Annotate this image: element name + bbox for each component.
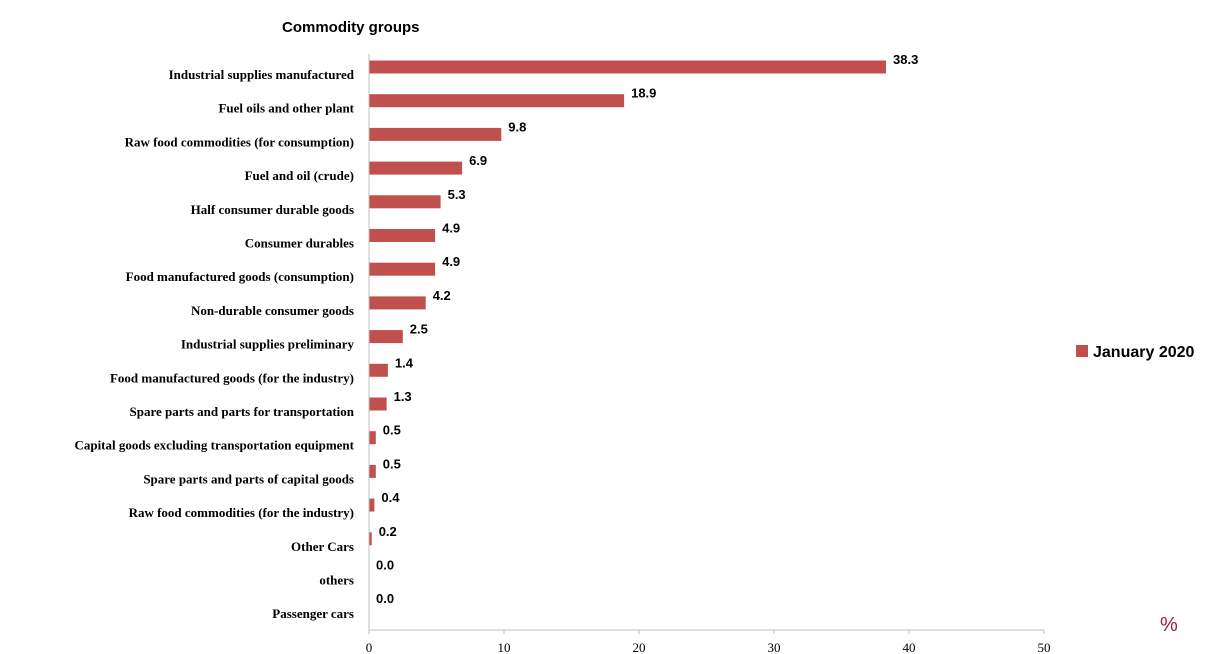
bar bbox=[369, 127, 502, 141]
data-label: 1.3 bbox=[394, 389, 412, 404]
bar bbox=[369, 363, 388, 377]
data-labels-layer: 38.3 18.9 9.8 6.9 5.3 4.9 4.9 4.2 2.5 1.4 1.3 0.5 0.… bbox=[376, 52, 918, 606]
bar bbox=[369, 229, 436, 242]
bar bbox=[369, 94, 625, 108]
category-label: Non-durable consumer goods bbox=[191, 303, 354, 318]
bar bbox=[369, 60, 886, 74]
bars-layer bbox=[369, 60, 886, 546]
category-label: Raw food commodities (for consumption) bbox=[125, 134, 354, 149]
bar bbox=[369, 397, 387, 411]
category-label: Other Cars bbox=[291, 539, 354, 554]
legend-label: January 2020 bbox=[1093, 344, 1195, 361]
data-label: 4.9 bbox=[442, 254, 460, 269]
category-label: Half consumer durable goods bbox=[191, 202, 354, 217]
data-label: 0.5 bbox=[383, 423, 401, 438]
legend-swatch bbox=[1076, 345, 1088, 357]
data-label: 1.4 bbox=[395, 355, 414, 370]
data-label: 38.3 bbox=[893, 52, 918, 67]
x-axis-unit-label: % bbox=[1160, 614, 1178, 636]
data-label: 0.0 bbox=[376, 591, 394, 606]
x-tick-label: 10 bbox=[498, 640, 511, 654]
x-tick-label: 50 bbox=[1038, 640, 1051, 654]
category-label: Spare parts and parts of capital goods bbox=[143, 471, 354, 486]
category-label: Food manufactured goods (consumption) bbox=[126, 269, 354, 284]
category-label: Capital goods excluding transportation e… bbox=[74, 438, 354, 453]
bar bbox=[369, 532, 372, 546]
data-label: 9.8 bbox=[508, 119, 526, 134]
x-tick-label: 20 bbox=[633, 640, 646, 654]
data-label: 5.3 bbox=[448, 187, 466, 202]
category-label: Passenger cars bbox=[272, 606, 354, 621]
data-label: 4.9 bbox=[442, 221, 460, 236]
data-label: 2.5 bbox=[410, 322, 428, 337]
bar bbox=[369, 431, 376, 445]
category-label: Raw food commodities (for the industry) bbox=[129, 505, 354, 520]
bar bbox=[369, 262, 436, 276]
chart-title: Commodity groups bbox=[282, 19, 420, 36]
category-label: Industrial supplies manufactured bbox=[169, 67, 355, 82]
data-label: 0.2 bbox=[379, 524, 397, 539]
category-labels-layer: Industrial supplies manufactured Fuel oil… bbox=[74, 67, 354, 621]
bar bbox=[369, 330, 403, 344]
bar bbox=[369, 161, 463, 175]
data-label: 18.9 bbox=[631, 86, 656, 101]
bar bbox=[369, 464, 376, 478]
bar bbox=[369, 195, 441, 209]
bar bbox=[369, 296, 426, 310]
category-label: Fuel and oil (crude) bbox=[245, 168, 354, 183]
category-label: Food manufactured goods (for the industr… bbox=[110, 370, 354, 385]
category-label: Fuel oils and other plant bbox=[218, 101, 354, 116]
category-label: Consumer durables bbox=[245, 236, 354, 251]
x-tick-label: 0 bbox=[366, 640, 373, 654]
data-label: 0.0 bbox=[376, 558, 394, 573]
category-label: Industrial supplies preliminary bbox=[181, 337, 355, 352]
data-label: 4.2 bbox=[433, 288, 451, 303]
category-label: others bbox=[319, 573, 354, 588]
bar bbox=[369, 498, 375, 512]
x-tick-label: 30 bbox=[768, 640, 781, 654]
legend: January 2020 bbox=[1076, 344, 1195, 361]
x-axis: 0 10 20 30 40 50 bbox=[366, 54, 1051, 654]
data-label: 0.5 bbox=[383, 456, 401, 471]
x-tick-label: 40 bbox=[903, 640, 916, 654]
data-label: 6.9 bbox=[469, 153, 487, 168]
data-label: 0.4 bbox=[381, 490, 400, 505]
category-label: Spare parts and parts for transportation bbox=[129, 404, 354, 419]
